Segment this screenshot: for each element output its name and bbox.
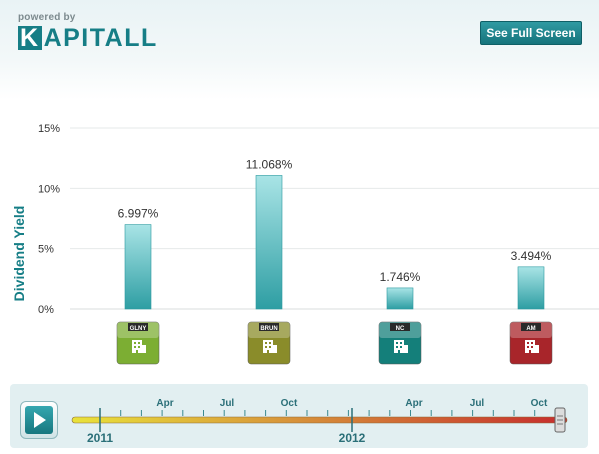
dividend-yield-chart: 0% 5% 10% 15% Dividend Yield 6.997% GLNY 11.068… [11,123,599,365]
category-ticker: NC [396,326,405,332]
category-tile-brun: BRUN [247,321,291,365]
header: powered by K APITALL See Full Screen [0,0,599,100]
building-icon [263,340,277,353]
y-tick-label: 0% [38,304,54,316]
category-ticker: GLNY [130,326,147,332]
y-tick-label: 10% [38,183,60,195]
category-ticker: BRUN [260,326,277,332]
bar-nc [386,287,414,310]
timeline-month-label: Apr [405,398,422,409]
timeline-month-label: Jul [470,398,485,409]
logo-k: K [18,24,42,52]
timeline-panel [10,384,588,448]
bar-am [517,266,545,310]
kapitall-logo[interactable]: K APITALL [18,24,158,53]
y-axis-label: Dividend Yield [11,206,27,302]
timeline-month-label: Oct [281,398,298,409]
category-ticker: AM [526,326,535,332]
category-tile-am: AM [509,321,553,365]
y-tick-label: 5% [38,244,54,256]
data-label: 1.746% [380,270,421,284]
bar-brun [255,175,283,310]
timeline-month-label: Oct [531,398,548,409]
timeline-month-label: Apr [156,398,173,409]
data-label: 11.068% [246,157,293,171]
data-label: 3.494% [511,249,552,263]
see-full-screen-button[interactable]: See Full Screen [480,21,582,45]
timeline-slider[interactable]: Apr Jul Oct Apr Jul Oct 2011 2012 [62,390,582,448]
timeline-year-label: 2011 [87,431,113,445]
timeline-handle [554,407,566,433]
play-button[interactable] [20,401,58,439]
play-icon [25,406,53,434]
powered-by-text: powered by [18,12,76,23]
category-tile-glny: GLNY [116,321,160,365]
timeline-track [71,416,568,424]
category-tile-nc: NC [378,321,422,365]
timeline-year-label: 2012 [339,431,366,445]
data-label: 6.997% [118,207,159,221]
building-icon [394,340,408,353]
timeline-month-label: Jul [220,398,235,409]
y-tick-label: 15% [38,123,60,135]
bar-glny [124,224,152,310]
logo-rest: APITALL [43,24,158,52]
building-icon [132,340,146,353]
building-icon [525,340,539,353]
